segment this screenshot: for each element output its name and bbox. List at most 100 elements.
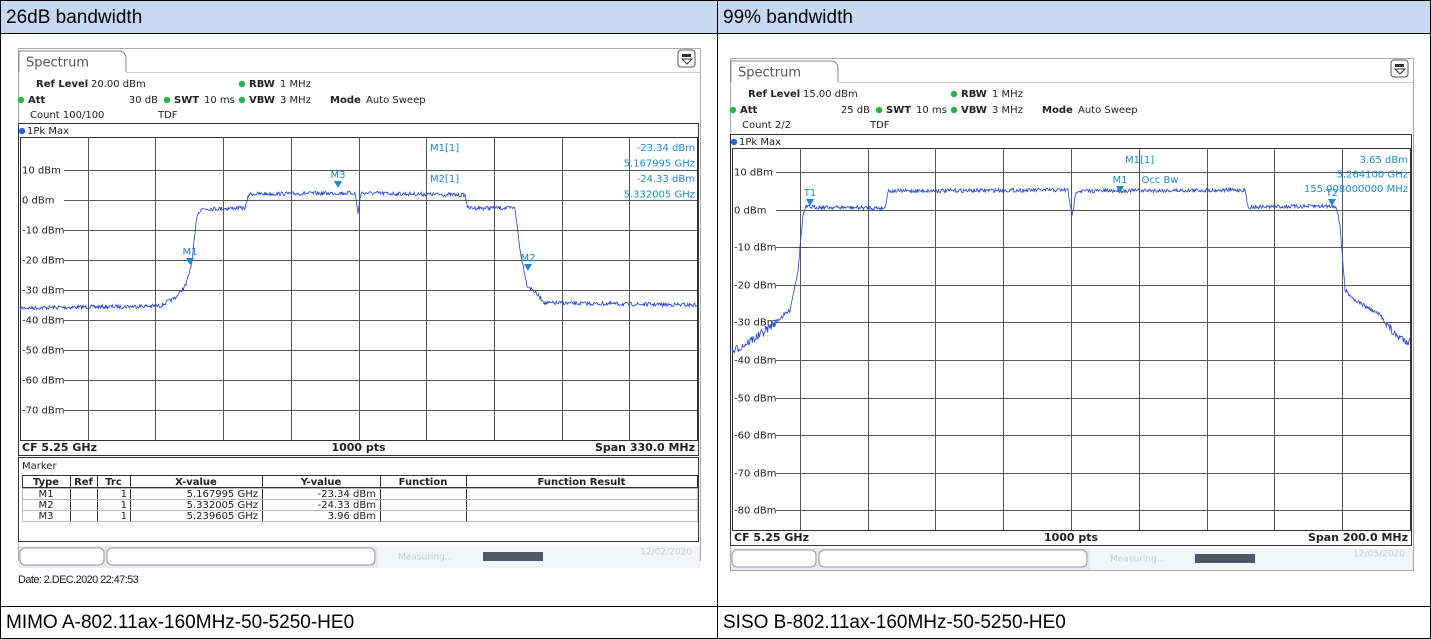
- status-dot: [950, 90, 958, 98]
- graph-frame: [18, 123, 699, 456]
- header-row: [0, 0, 1431, 34]
- setting-label: Att: [740, 105, 758, 116]
- y-axis-label: -30 dBm: [22, 286, 64, 297]
- setting-label: VBW: [249, 95, 275, 106]
- trace: [19, 190, 698, 311]
- readout-marker: M1[1]: [430, 143, 459, 154]
- table-cell: 1: [121, 489, 127, 500]
- progress: [1195, 554, 1255, 563]
- column-header: Function: [399, 477, 448, 488]
- setting-label: Ref Level: [36, 79, 88, 90]
- setting-label: Ref Level: [748, 89, 800, 100]
- header-cell: 99% bandwidth: [723, 7, 853, 28]
- status-dot: [238, 80, 246, 88]
- setting-value: Auto Sweep: [366, 95, 426, 106]
- status-dot: [17, 96, 25, 104]
- sweep-points: 1000 pts: [1044, 531, 1099, 544]
- button[interactable]: [818, 549, 1088, 568]
- table-cell: -23.34 dBm: [318, 489, 376, 500]
- status-dot: [729, 106, 737, 114]
- center-frequency: CF 5.25 GHz: [22, 441, 97, 454]
- tdf: TDF: [869, 120, 890, 131]
- table-row: [22, 510, 698, 522]
- setting-label: RBW: [961, 89, 987, 100]
- table-cell: M3: [39, 511, 54, 522]
- y-axis-label: -60 dBm: [22, 376, 64, 387]
- span: Span 330.0 MHz: [595, 441, 695, 454]
- y-axis-label: -40 dBm: [734, 356, 776, 367]
- marker-label: M1: [183, 247, 198, 258]
- y-axis-label: -50 dBm: [734, 394, 776, 405]
- setting-value: 3 MHz: [992, 105, 1023, 116]
- tdf: TDF: [157, 110, 178, 121]
- marker-label: T2: [1325, 188, 1338, 199]
- button[interactable]: [106, 547, 376, 566]
- y-axis-label: -30 dBm: [734, 318, 776, 329]
- header-cell: 26dB bandwidth: [6, 7, 142, 28]
- setting-value: Auto Sweep: [1078, 105, 1138, 116]
- setting-value: 20.00 dBm: [91, 79, 146, 90]
- sweep-points: 1000 pts: [331, 441, 386, 454]
- readout-value: 5.264100 GHz: [1337, 170, 1408, 181]
- y-axis-label: -60 dBm: [734, 431, 776, 442]
- column-header: Trc: [105, 477, 122, 488]
- marker-table-head: [22, 475, 698, 488]
- y-axis-label: -10 dBm: [22, 226, 64, 237]
- y-axis-label: -80 dBm: [734, 506, 776, 517]
- setting-value: 1 MHz: [280, 79, 311, 90]
- setting-label: Att: [28, 95, 46, 106]
- tab-label: Spectrum: [738, 66, 801, 81]
- readout-value: 3.65 dBm: [1360, 155, 1408, 166]
- count: Count 100/100: [30, 110, 104, 121]
- y-axis-label: 10 dBm: [22, 166, 61, 177]
- readout-value: 5.332005 GHz: [624, 190, 695, 201]
- tab-label: Spectrum: [26, 56, 89, 71]
- menu-icon-arrow: [1393, 68, 1407, 75]
- capture-date: Date: 2.DEC.2020 22:47:53: [18, 574, 139, 586]
- setting-value: 30 dB: [129, 95, 158, 106]
- button[interactable]: [731, 549, 817, 568]
- status-dot: [950, 106, 958, 114]
- status-dot: [875, 106, 883, 114]
- button[interactable]: [19, 547, 105, 566]
- table-cell: 1: [121, 511, 127, 522]
- marker: [186, 258, 194, 265]
- trace-label: 1Pk Max: [27, 126, 69, 137]
- y-axis-label: -10 dBm: [734, 243, 776, 254]
- trace-dot: [730, 138, 738, 146]
- marker: [806, 199, 814, 206]
- table-cell: 1: [121, 500, 127, 511]
- trace-dot: [18, 127, 26, 135]
- marker: [524, 264, 532, 271]
- trace: [731, 186, 1411, 354]
- y-axis-label: 0 dBm: [734, 206, 767, 217]
- readout-value: -24.33 dBm: [637, 174, 695, 185]
- readout-value: -23.34 dBm: [637, 143, 695, 154]
- y-axis-label: -50 dBm: [22, 346, 64, 357]
- setting-value: 3 MHz: [280, 95, 311, 106]
- status-date: 12/05/2020: [1353, 550, 1405, 560]
- table-cell: 3.96 dBm: [328, 511, 376, 522]
- marker-label: Occ Bw: [1141, 175, 1178, 186]
- caption-cell: SISO B-802.11ax-160MHz-50-5250-HE0: [723, 612, 1066, 633]
- marker-label: M1: [1113, 175, 1128, 186]
- caption-cell: MIMO A-802.11ax-160MHz-50-5250-HE0: [6, 612, 354, 633]
- table-cell: 5.239605 GHz: [187, 511, 258, 522]
- marker: [1328, 199, 1336, 206]
- center-frequency: CF 5.25 GHz: [734, 531, 809, 544]
- y-axis-label: -20 dBm: [22, 256, 64, 267]
- setting-label: RBW: [249, 79, 275, 90]
- setting-label: Mode: [330, 95, 361, 106]
- y-axis-label: -70 dBm: [22, 406, 64, 417]
- marker-table-title: Marker: [22, 461, 57, 472]
- menu-icon-bar: [682, 54, 691, 57]
- setting-label: Mode: [1042, 105, 1073, 116]
- marker-label: T1: [803, 188, 816, 199]
- readout-value: 5.167995 GHz: [624, 159, 695, 170]
- setting-label: SWT: [886, 105, 911, 116]
- status-dot: [238, 96, 246, 104]
- readout-marker: M2[1]: [430, 174, 459, 185]
- setting-label: SWT: [174, 95, 199, 106]
- y-axis-label: 0 dBm: [22, 196, 55, 207]
- setting-label: VBW: [961, 105, 987, 116]
